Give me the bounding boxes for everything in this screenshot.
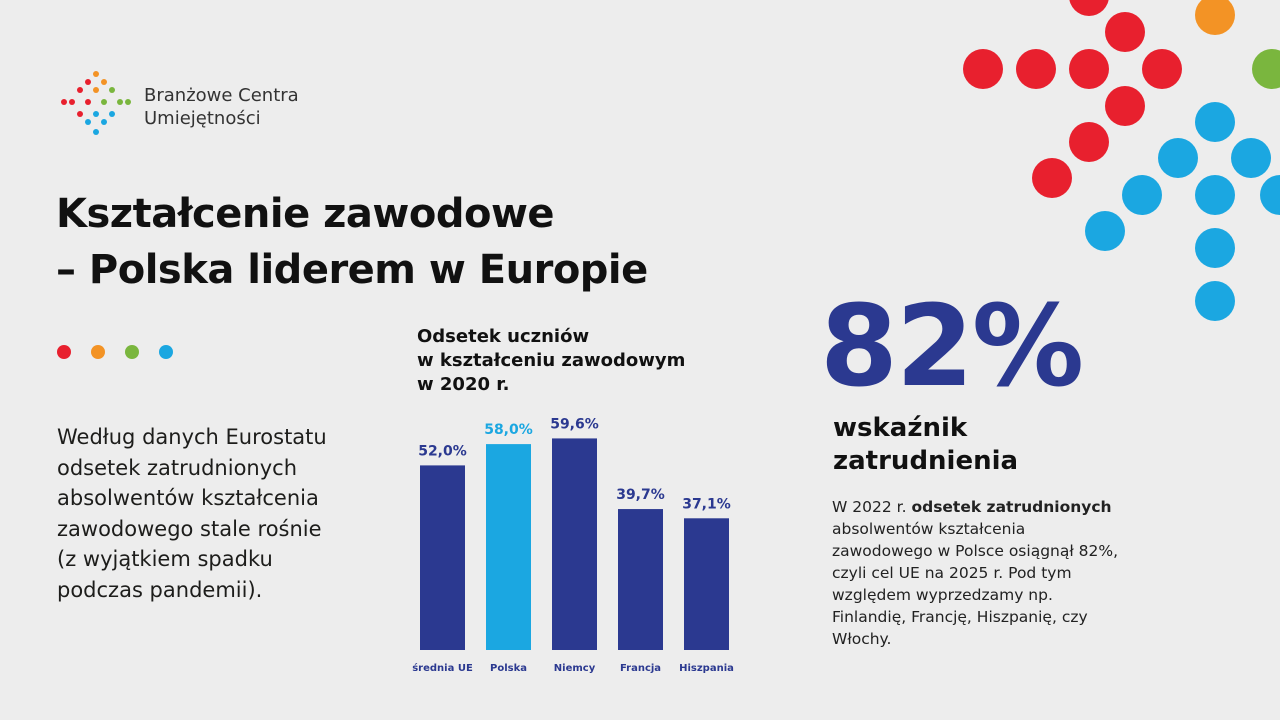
highlight-value: 82% <box>820 282 1084 412</box>
x-tick-label: Hiszpania <box>679 663 734 674</box>
right-text-lead: W 2022 r. <box>832 498 907 516</box>
bar <box>618 509 663 650</box>
bar <box>486 444 531 650</box>
bar <box>684 518 729 650</box>
logo-mark <box>61 71 131 135</box>
right-text-rest: absolwentów kształcenia zawodowego w Pol… <box>832 520 1119 648</box>
logo-line: Branżowe Centra <box>144 85 299 106</box>
right-text: W 2022 r. odsetek zatrudnionych absolwen… <box>832 496 1122 650</box>
logo-text: Branżowe Centra Umiejętności <box>144 84 299 130</box>
chart: 52,0% średnia UE 58,0% Polska 59,6% Niemcy 39,… <box>412 416 734 674</box>
value-label: 39,7% <box>616 487 665 503</box>
chart-title-line: Odsetek uczniów <box>417 326 590 347</box>
chart-title: Odsetek uczniów w kształceniu zawodowym w … <box>417 325 685 397</box>
value-label: 37,1% <box>682 496 731 512</box>
x-tick-label: średnia UE <box>412 662 473 674</box>
title: Kształcenie zawodowe – Polska liderem w … <box>56 186 648 298</box>
title-line: – Polska liderem w Europie <box>56 247 648 293</box>
x-tick-label: Polska <box>490 663 527 674</box>
left-text-line: absolwentów kształcenia <box>57 486 319 510</box>
left-text-line: podczas pandemii). <box>57 577 263 602</box>
highlight-label: wskaźnik zatrudnienia <box>833 412 1018 478</box>
dot-pattern <box>963 0 1280 321</box>
x-tick-label: Niemcy <box>554 663 596 674</box>
highlight-label-line: wskaźnik <box>833 413 968 443</box>
value-label: 59,6% <box>550 416 599 432</box>
color-dots <box>57 345 173 359</box>
right-text-bold: odsetek zatrudnionych <box>911 498 1112 516</box>
left-text-line: odsetek zatrudnionych <box>57 455 298 480</box>
value-label: 58,0% <box>484 422 533 438</box>
highlight-label-line: zatrudnienia <box>833 446 1019 476</box>
left-text-line: zawodowego stale rośnie <box>57 516 322 541</box>
chart-title-line: w 2020 r. <box>417 374 510 395</box>
title-line: Kształcenie zawodowe <box>56 191 555 237</box>
bar <box>420 465 465 650</box>
left-text: Według danych Eurostatu odsetek zatrudnio… <box>57 422 327 605</box>
left-text-line: Według danych Eurostatu <box>57 425 327 449</box>
chart-title-line: w kształceniu zawodowym <box>417 350 686 371</box>
value-label: 52,0% <box>418 443 467 459</box>
bar <box>552 438 597 650</box>
left-text-line: (z wyjątkiem spadku <box>57 547 273 571</box>
x-tick-label: Francja <box>620 663 661 674</box>
logo-line: Umiejętności <box>144 108 261 129</box>
